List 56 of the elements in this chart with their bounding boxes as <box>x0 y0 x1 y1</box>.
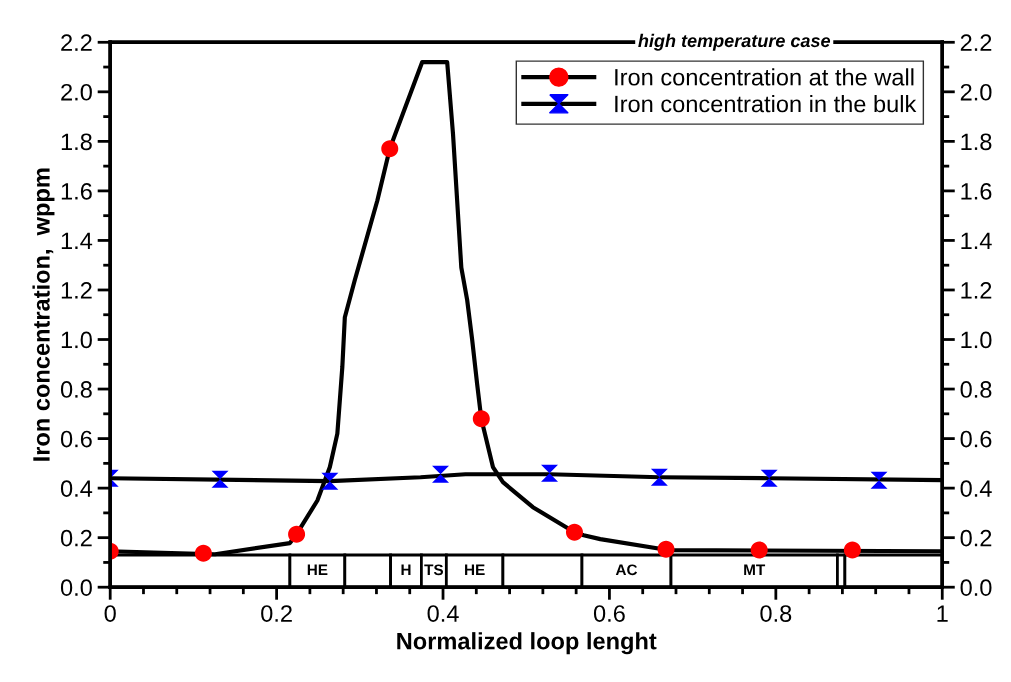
x-tick-label: 0.4 <box>427 605 459 622</box>
y-axis-title: Iron concentration, wppm <box>32 168 55 461</box>
y-tick-label: 0.0 <box>60 579 92 596</box>
band-label: HE <box>307 564 328 576</box>
band-label: H <box>401 564 411 576</box>
y2-tick-label: 1.6 <box>961 182 992 200</box>
y2-tick-label: 0.2 <box>960 529 992 547</box>
point <box>760 469 778 487</box>
band-label: AC <box>615 564 638 576</box>
y2-tick-label: 1.0 <box>961 331 992 349</box>
y2-tick-label: 2.0 <box>960 83 992 101</box>
point <box>541 464 559 482</box>
x-tick-label: 0.2 <box>261 605 292 622</box>
x-tick-label: 0 <box>104 605 116 622</box>
point <box>650 468 668 486</box>
point <box>194 544 212 562</box>
legend-label: Iron concentration at the wall <box>615 68 914 86</box>
y2-tick-label: 0.8 <box>960 381 992 398</box>
point <box>657 540 675 558</box>
y2-tick-label: 0.6 <box>960 430 992 448</box>
point <box>381 140 399 158</box>
y2-tick-label: 0.0 <box>960 579 992 596</box>
y-tick-label: 0.2 <box>60 529 92 547</box>
point <box>565 523 583 541</box>
point <box>321 472 339 490</box>
y2-tick-label: 1.8 <box>961 133 992 151</box>
point <box>211 470 229 488</box>
point <box>870 471 888 489</box>
x-axis-title: Normalized loop lenght <box>397 632 657 655</box>
point <box>472 410 490 428</box>
y-tick-label: 1.2 <box>61 282 92 299</box>
point <box>843 541 861 559</box>
band-label: TS <box>424 564 444 576</box>
point <box>750 541 768 559</box>
band-label: HE <box>465 564 485 576</box>
legend-label: Iron concentration in the bulk <box>615 94 917 113</box>
point <box>288 525 306 543</box>
y-tick-label: 1.4 <box>61 232 93 249</box>
chart-title: high temperature case <box>638 33 831 51</box>
x-tick-label: 1 <box>937 605 948 622</box>
y-tick-label: 0.4 <box>60 480 93 497</box>
y-tick-label: 0.6 <box>60 430 92 448</box>
y2-tick-label: 2.2 <box>960 34 992 51</box>
y-tick-label: 2.0 <box>61 83 92 101</box>
band-label: MT <box>744 564 766 576</box>
y2-tick-label: 1.4 <box>961 232 992 249</box>
point <box>432 465 450 483</box>
x-tick-label: 0.8 <box>760 605 792 622</box>
y-tick-label: 1.8 <box>61 133 92 151</box>
x-tick-label: 0.6 <box>593 605 625 622</box>
y2-tick-label: 1.2 <box>961 282 992 299</box>
y-tick-label: 2.2 <box>61 34 92 51</box>
y-tick-label: 1.0 <box>61 331 92 349</box>
y-tick-label: 1.6 <box>61 182 92 200</box>
y-tick-label: 0.8 <box>60 381 92 398</box>
y2-tick-label: 0.4 <box>960 480 992 497</box>
